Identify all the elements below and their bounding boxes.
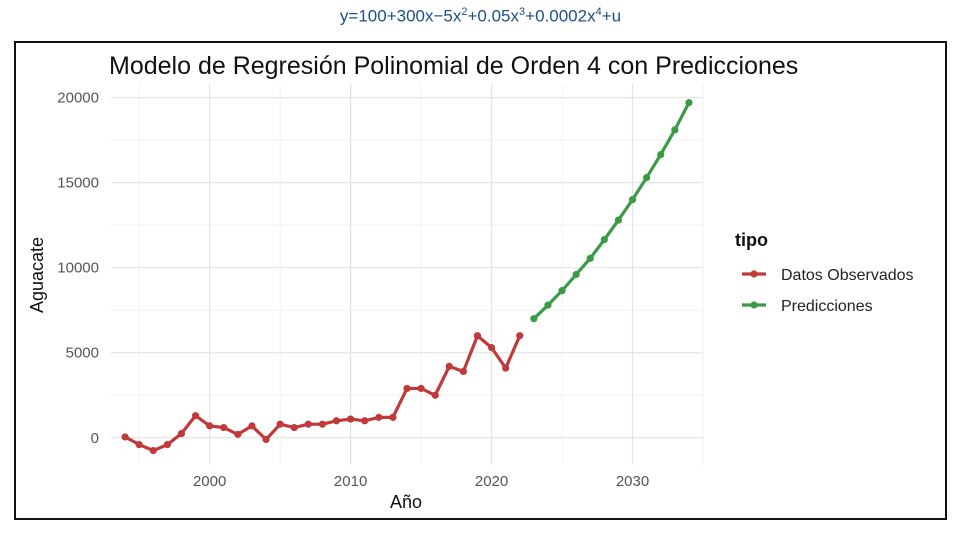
y-tick-label: 15000: [57, 175, 99, 192]
y-tick-labels: 0 5000 10000 15000 20000: [57, 90, 99, 447]
data-point-0: [234, 430, 242, 438]
data-point-0: [135, 440, 143, 449]
data-point-0: [248, 422, 256, 430]
data-point-0: [347, 415, 355, 423]
data-point-0: [332, 417, 341, 425]
y-tick-label: 0: [91, 430, 99, 447]
data-point-1: [530, 315, 538, 323]
legend-key-point: [750, 270, 758, 278]
data-point-0: [163, 440, 171, 449]
data-point-1: [600, 236, 608, 244]
data-point-0: [318, 420, 327, 428]
grid-lines: [111, 84, 704, 465]
y-tick-label: 5000: [66, 345, 99, 362]
data-point-0: [177, 429, 186, 438]
series-layer: [121, 99, 693, 455]
data-point-0: [502, 364, 510, 372]
data-point-1: [558, 287, 566, 295]
data-point-0: [206, 422, 214, 430]
data-point-1: [586, 254, 594, 262]
data-point-0: [403, 384, 411, 393]
data-point-0: [149, 446, 157, 455]
y-tick-label: 10000: [57, 260, 99, 277]
data-point-1: [657, 150, 665, 159]
series-line-1: [532, 101, 691, 321]
data-point-0: [459, 367, 467, 376]
data-point-1: [685, 99, 693, 107]
data-point-1: [628, 196, 637, 204]
data-point-0: [220, 423, 228, 432]
data-point-1: [643, 173, 651, 182]
data-point-0: [361, 417, 369, 425]
data-point-0: [262, 435, 270, 444]
y-axis-label: Aguacate: [27, 237, 47, 313]
data-point-0: [516, 332, 524, 340]
x-tick-label: 2030: [616, 473, 649, 490]
chart-frame: [14, 41, 947, 520]
data-point-0: [389, 413, 397, 421]
data-point-0: [276, 420, 284, 428]
chart-title: Modelo de Regresión Polinomial de Orden …: [109, 52, 798, 80]
x-tick-label: 2000: [193, 473, 226, 490]
data-point-0: [121, 433, 129, 441]
data-point-0: [304, 420, 312, 428]
data-point-0: [417, 384, 425, 393]
data-point-0: [473, 332, 482, 340]
legend-entry-label: Predicciones: [781, 298, 873, 315]
data-point-0: [191, 412, 200, 420]
legend: tipo Datos Observados Predicciones: [735, 230, 914, 315]
data-point-0: [445, 362, 453, 370]
x-tick-label: 2020: [475, 473, 508, 490]
data-point-0: [431, 391, 439, 399]
legend-title: tipo: [735, 230, 768, 250]
legend-key-point: [750, 301, 758, 309]
data-point-1: [614, 216, 623, 224]
data-point-1: [544, 301, 552, 309]
x-tick-label: 2010: [334, 473, 367, 490]
data-point-0: [487, 344, 496, 352]
data-point-0: [290, 423, 298, 432]
x-tick-labels: 2000 2010 2020 2030: [193, 473, 649, 490]
y-tick-label: 20000: [57, 90, 99, 107]
legend-entry-label: Datos Observados: [781, 267, 914, 284]
data-point-1: [671, 126, 679, 134]
equation-text: y=100+300x−5x2+0.05x3+0.0002x4+u: [339, 6, 622, 26]
data-point-1: [572, 270, 580, 279]
x-axis-label: Año: [390, 492, 422, 512]
data-point-0: [375, 413, 383, 421]
